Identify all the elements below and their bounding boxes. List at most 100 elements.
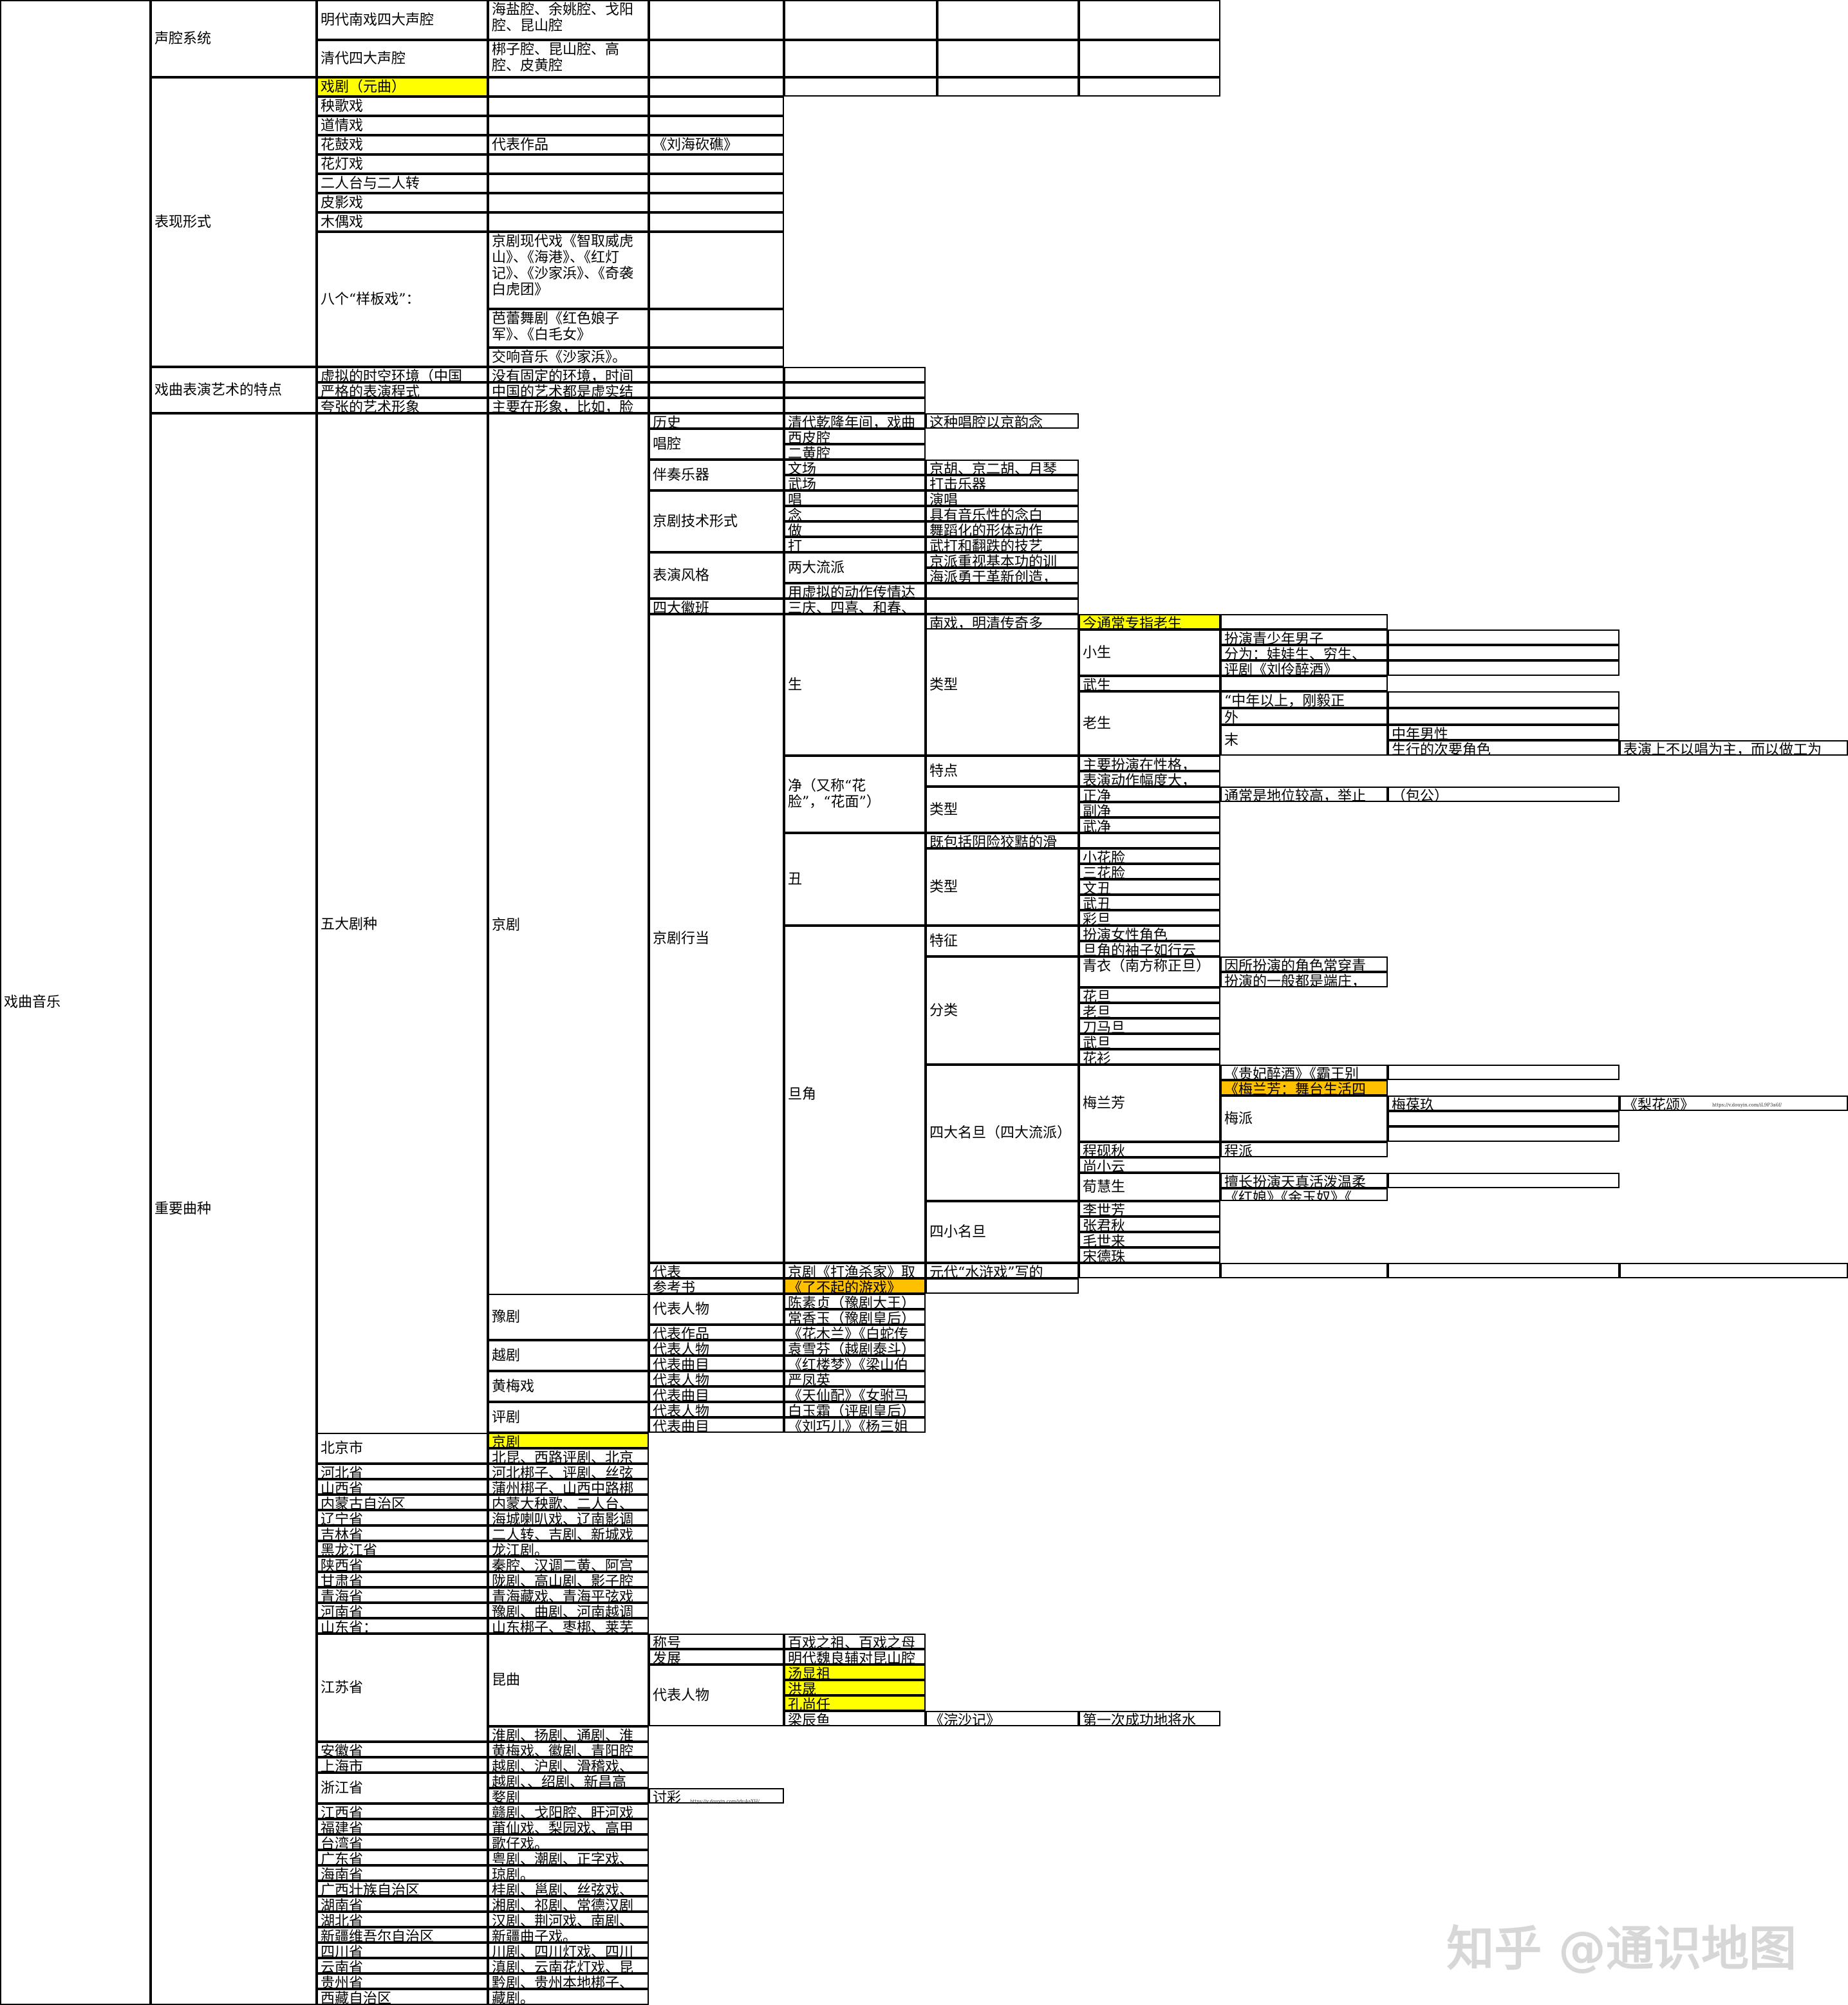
empty-cell[interactable] bbox=[1388, 1126, 1619, 1142]
table-cell[interactable]: 戏曲表演艺术的特点 bbox=[151, 367, 317, 413]
table-cell[interactable]: 陕西省 bbox=[317, 1556, 488, 1572]
table-cell[interactable]: 藏剧。 bbox=[488, 1989, 649, 2005]
table-cell[interactable]: 讨彩 bbox=[649, 1788, 784, 1804]
table-cell[interactable]: 参考书 bbox=[649, 1278, 784, 1294]
table-cell[interactable]: 海派勇于革新创造， bbox=[926, 568, 1079, 583]
table-cell[interactable]: 唱 bbox=[784, 490, 926, 506]
table-cell[interactable]: 越剧、沪剧、滑稽戏、 bbox=[488, 1757, 649, 1773]
table-cell[interactable]: 分类 bbox=[926, 956, 1079, 1065]
table-cell[interactable]: 擅长扮演天真活泼温柔 bbox=[1220, 1173, 1388, 1188]
table-cell[interactable]: 声腔系统 bbox=[151, 0, 317, 77]
table-cell[interactable]: 安徽省 bbox=[317, 1742, 488, 1757]
table-cell[interactable]: 扮演女性角色 bbox=[1079, 926, 1220, 941]
table-cell[interactable]: 类型 bbox=[926, 848, 1079, 926]
table-cell[interactable]: （包公） bbox=[1388, 787, 1619, 802]
table-cell[interactable]: 正净 bbox=[1079, 787, 1220, 802]
table-cell[interactable]: 戏剧（元曲） bbox=[317, 77, 488, 97]
empty-cell[interactable] bbox=[488, 154, 649, 174]
table-cell[interactable]: 梅派 bbox=[1220, 1096, 1388, 1142]
table-cell[interactable]: 袁雪芬（越剧泰斗） bbox=[784, 1340, 926, 1356]
empty-cell[interactable] bbox=[649, 0, 784, 40]
table-cell[interactable]: 彩旦 bbox=[1079, 910, 1220, 926]
table-cell[interactable]: 武打和翻跌的技艺 bbox=[926, 537, 1079, 552]
empty-cell[interactable] bbox=[1388, 660, 1619, 676]
empty-cell[interactable] bbox=[1388, 1263, 1619, 1278]
table-cell[interactable]: 歌仔戏。 bbox=[488, 1834, 649, 1850]
table-cell[interactable]: 福建省 bbox=[317, 1819, 488, 1834]
empty-cell[interactable] bbox=[1388, 1173, 1619, 1188]
table-cell[interactable]: 青衣（南方称正旦） bbox=[1079, 956, 1220, 987]
table-cell[interactable]: 台湾省 bbox=[317, 1834, 488, 1850]
empty-cell[interactable] bbox=[649, 398, 784, 413]
empty-cell[interactable] bbox=[649, 174, 784, 193]
table-cell[interactable]: 贵州省 bbox=[317, 1973, 488, 1989]
table-cell[interactable]: 《红娘》《金玉奴》《 bbox=[1220, 1188, 1388, 1201]
table-cell[interactable]: 山西省 bbox=[317, 1479, 488, 1495]
table-cell[interactable]: 陇剧、高山剧、影子腔 bbox=[488, 1572, 649, 1587]
empty-cell[interactable] bbox=[1388, 1065, 1619, 1080]
table-cell[interactable]: 京剧现代戏《智取威虎山》、《海港》、《红灯记》、《沙家浜》、《奇袭白虎团》 bbox=[488, 232, 649, 309]
table-cell[interactable]: 既包括阴险狡黠的滑 bbox=[926, 833, 1079, 848]
table-cell[interactable]: 历史 bbox=[649, 413, 784, 429]
table-cell[interactable]: 《梨花颂》 bbox=[1619, 1096, 1848, 1111]
empty-cell[interactable] bbox=[1079, 40, 1220, 77]
table-cell[interactable]: 黄梅戏 bbox=[488, 1371, 649, 1402]
table-cell[interactable]: 念 bbox=[784, 506, 926, 521]
table-cell[interactable]: 小生 bbox=[1079, 629, 1220, 676]
table-cell[interactable]: 宋德珠 bbox=[1079, 1247, 1220, 1263]
table-cell[interactable]: 青海省 bbox=[317, 1587, 488, 1603]
table-cell[interactable]: 道情戏 bbox=[317, 116, 488, 135]
table-cell[interactable]: 花旦 bbox=[1079, 987, 1220, 1003]
table-cell[interactable]: 洪晟 bbox=[784, 1680, 926, 1695]
table-cell[interactable]: 越剧 bbox=[488, 1340, 649, 1371]
empty-cell[interactable] bbox=[926, 583, 1079, 599]
empty-cell[interactable] bbox=[926, 1278, 1079, 1294]
empty-cell[interactable] bbox=[488, 97, 649, 116]
table-cell[interactable]: 程砚秋 bbox=[1079, 1142, 1220, 1157]
table-cell[interactable]: 类型 bbox=[926, 614, 1079, 756]
table-cell[interactable]: 老旦 bbox=[1079, 1003, 1220, 1018]
table-cell[interactable]: 四大徽班 bbox=[649, 599, 784, 614]
table-cell[interactable]: 《梅兰芳：舞台生活四 bbox=[1220, 1080, 1388, 1096]
empty-cell[interactable] bbox=[937, 40, 1079, 77]
table-cell[interactable]: 京胡、京二胡、月琴 bbox=[926, 460, 1079, 475]
table-cell[interactable]: 文丑 bbox=[1079, 879, 1220, 895]
table-cell[interactable]: 西皮腔 bbox=[784, 429, 926, 444]
table-cell[interactable]: 打击乐器 bbox=[926, 475, 1079, 490]
table-cell[interactable]: 京剧行当 bbox=[649, 614, 784, 1263]
empty-cell[interactable] bbox=[937, 77, 1079, 97]
empty-cell[interactable] bbox=[784, 0, 937, 40]
table-cell[interactable]: 孔尚任 bbox=[784, 1695, 926, 1711]
table-cell[interactable]: 明代魏良辅对昆山腔 bbox=[784, 1649, 926, 1665]
empty-cell[interactable] bbox=[1388, 691, 1619, 708]
table-cell[interactable]: 《浣沙记》 bbox=[926, 1711, 1079, 1726]
table-cell[interactable]: 豫剧 bbox=[488, 1294, 649, 1340]
table-cell[interactable]: 梅兰芳 bbox=[1079, 1065, 1220, 1142]
table-cell[interactable]: 伴奏乐器 bbox=[649, 460, 784, 490]
table-cell[interactable]: 元代“水浒戏”写的 bbox=[926, 1263, 1079, 1278]
table-cell[interactable]: 主要扮演在性格， bbox=[1079, 756, 1220, 771]
table-cell[interactable]: 《天仙配》《女驸马 bbox=[784, 1386, 926, 1402]
table-cell[interactable]: 江苏省 bbox=[317, 1634, 488, 1742]
table-cell[interactable]: 新疆曲子戏。 bbox=[488, 1927, 649, 1943]
table-cell[interactable]: 皮影戏 bbox=[317, 193, 488, 212]
table-cell[interactable]: 尚小云 bbox=[1079, 1157, 1220, 1173]
table-cell[interactable]: 花灯戏 bbox=[317, 154, 488, 174]
table-cell[interactable]: 旦角 bbox=[784, 926, 926, 1263]
table-cell[interactable]: 浙江省 bbox=[317, 1773, 488, 1804]
table-cell[interactable]: 程派 bbox=[1220, 1142, 1388, 1157]
table-cell[interactable]: 毛世来 bbox=[1079, 1232, 1220, 1247]
table-cell[interactable]: 李世芳 bbox=[1079, 1201, 1220, 1217]
table-cell[interactable]: 扮演青少年男子 bbox=[1220, 629, 1388, 645]
table-cell[interactable]: 陈素贞（豫剧大王） bbox=[784, 1294, 926, 1309]
table-cell[interactable]: 湖南省 bbox=[317, 1896, 488, 1912]
table-cell[interactable]: 八个“样板戏”： bbox=[317, 232, 488, 367]
table-cell[interactable]: 武生 bbox=[1079, 676, 1220, 691]
table-cell[interactable]: 梆子腔、昆山腔、高腔、皮黄腔 bbox=[488, 40, 649, 77]
table-cell[interactable]: 扮演的一般都是端庄， bbox=[1220, 972, 1388, 987]
table-cell[interactable]: 海南省 bbox=[317, 1865, 488, 1881]
table-cell[interactable]: 交响音乐《沙家浜》。 bbox=[488, 348, 649, 367]
table-cell[interactable]: 川剧、四川灯戏、四川 bbox=[488, 1943, 649, 1958]
table-cell[interactable]: 唱腔 bbox=[649, 429, 784, 460]
table-cell[interactable]: 甘肃省 bbox=[317, 1572, 488, 1587]
